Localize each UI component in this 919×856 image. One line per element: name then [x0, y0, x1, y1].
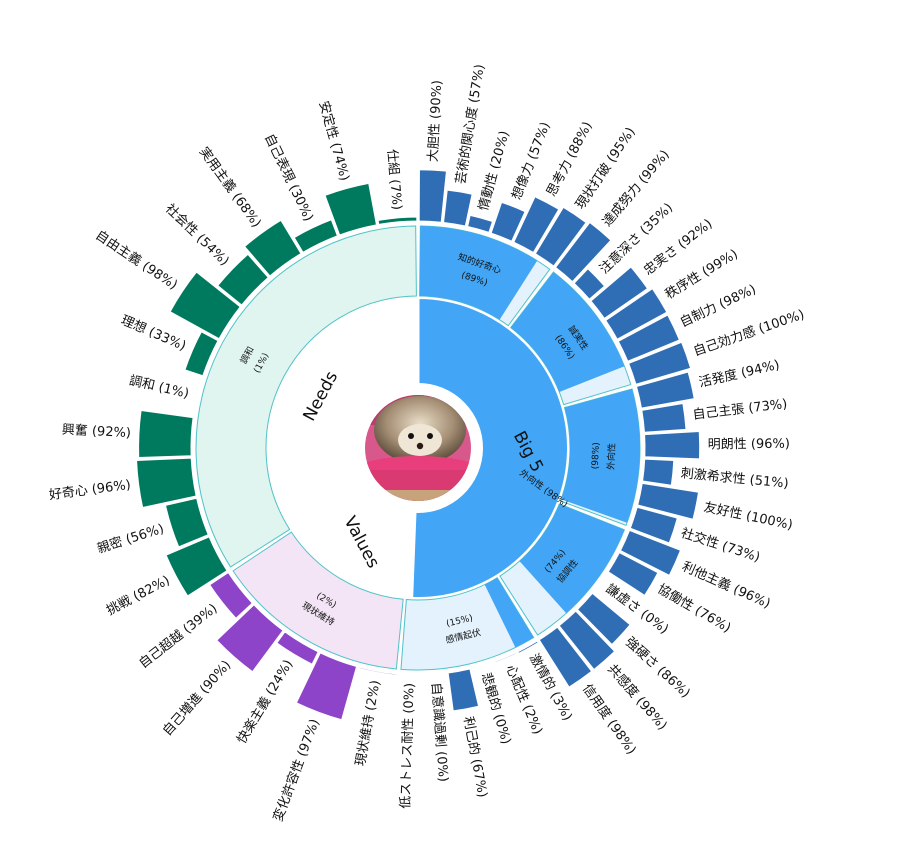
facet-bar-big5-4-3	[447, 668, 480, 712]
facet-label-values-0-4: 自己超越 (39%)	[136, 601, 220, 672]
facet-bar-big5-2-3	[642, 458, 675, 486]
facet-bar-big5-0-0	[418, 169, 447, 223]
facet-bar-big5-1-0	[554, 221, 612, 283]
facet-label-needs-0-1: 親密 (56%)	[95, 521, 166, 557]
facet-bar-values-0-4	[208, 571, 253, 619]
facet-bar-needs-0-10	[324, 182, 378, 236]
trait-fill-2	[561, 389, 640, 523]
facet-bar-big5-3-5	[538, 626, 593, 688]
facet-bar-needs-0-1	[164, 497, 209, 548]
facet-bar-needs-0-4	[191, 377, 203, 416]
facet-label-needs-0-7: 社会性 (54%)	[162, 201, 232, 269]
facet-bar-big5-2-0	[635, 371, 695, 409]
hedgehog-photo	[365, 395, 471, 501]
facet-label-big5-2-2: 明朗性 (96%)	[708, 437, 790, 453]
facet-label-big5-4-4: 自意識過剰 (0%)	[428, 682, 451, 783]
facet-label-needs-0-11: 仕組 (7%)	[384, 149, 404, 211]
facet-bar-big5-2-5	[629, 506, 678, 544]
sunburst-rings	[136, 169, 701, 721]
facet-bar-big5-1-1	[573, 268, 606, 300]
facet-bar-big5-1-3	[605, 287, 668, 340]
facet-bar-needs-0-2	[136, 457, 197, 509]
facet-bar-values-0-2	[276, 631, 319, 665]
facet-label-big5-0-1: 芸術的関心度 (57%)	[453, 63, 488, 185]
trait-bg-values-0	[232, 531, 404, 670]
facet-bar-needs-0-7	[217, 253, 269, 306]
facet-bar-big5-1-5	[628, 341, 692, 385]
facet-bar-big5-3-4	[558, 610, 616, 671]
facet-bar-big5-2-2	[644, 430, 701, 460]
facet-label-needs-0-9: 自己表現 (30%)	[261, 132, 316, 224]
facet-bar-big5-0-5	[534, 206, 587, 267]
facet-label-values-0-0: 現状維持 (2%)	[353, 679, 383, 767]
facet-label-needs-0-5: 理想 (33%)	[119, 312, 189, 354]
trait-bg-needs-0	[195, 225, 417, 568]
facet-bar-big5-1-4	[617, 314, 681, 362]
facet-bar-needs-0-11	[377, 216, 418, 225]
facet-bar-needs-0-6	[169, 271, 241, 340]
facet-label-big5-2-3: 刺激希求性 (51%)	[680, 466, 789, 491]
facet-label-big5-2-0: 活発度 (94%)	[697, 357, 781, 391]
facet-bar-big5-2-4	[637, 482, 700, 520]
facet-label-big5-2-1: 自己主張 (73%)	[692, 397, 788, 423]
facet-bar-needs-0-5	[184, 331, 219, 377]
facet-label-values-0-1: 変化許容性 (97%)	[270, 717, 323, 824]
facet-bar-needs-0-3	[138, 409, 194, 459]
trait-name-big5-2: 外向性	[605, 443, 618, 471]
trait-fill-1	[510, 272, 625, 393]
facet-label-big5-4-3: 利己的 (67%)	[460, 715, 491, 799]
facet-label-big5-2-4: 友好性 (100%)	[702, 499, 794, 533]
facet-label-values-0-3: 自己増進 (90%)	[160, 658, 234, 739]
facet-label-values-0-2: 快楽主義 (24%)	[234, 657, 297, 747]
facet-label-big5-4-5: 低ストレス耐性 (0%)	[398, 683, 417, 809]
facet-bar-big5-1-2	[590, 266, 649, 320]
facet-bar-big5-2-1	[641, 402, 687, 433]
facet-bar-values-0-3	[216, 604, 284, 673]
facet-bar-big5-3-1	[607, 552, 659, 597]
facet-bar-big5-0-4	[513, 196, 560, 254]
group-ring-big5	[411, 296, 569, 599]
facet-bar-big5-0-3	[490, 201, 526, 242]
facet-bar-needs-0-9	[293, 219, 339, 253]
facet-label-needs-0-0: 挑戦 (82%)	[104, 573, 172, 619]
facet-label-big5-0-0: 大胆性 (90%)	[426, 80, 445, 163]
facet-bar-big5-3-0	[619, 529, 682, 576]
facet-label-big5-2-5: 社交性 (73%)	[679, 525, 762, 566]
facet-label-needs-0-8: 実用主義 (68%)	[196, 144, 265, 230]
trait-fill-0	[419, 226, 538, 320]
group-ring-bg-values	[290, 476, 415, 600]
facet-bar-big5-3-3	[576, 592, 631, 646]
facet-label-needs-0-3: 興奮 (92%)	[61, 423, 131, 441]
group-ring-bg-needs	[266, 296, 420, 532]
facet-bar-big5-4-0	[517, 640, 539, 654]
facet-label-needs-0-6: 自由主義 (98%)	[92, 227, 180, 293]
facet-bar-big5-0-2	[467, 214, 494, 233]
facet-label-needs-0-10: 安定性 (74%)	[315, 100, 351, 183]
trait-fill-3	[519, 503, 625, 614]
trait-percent-big5-2: (98%)	[591, 442, 602, 469]
facet-bar-values-0-0	[357, 666, 398, 676]
facet-label-needs-0-2: 好奇心 (96%)	[48, 477, 132, 503]
facet-bar-big5-0-1	[443, 189, 473, 227]
facet-bar-values-0-1	[295, 652, 358, 721]
facet-label-needs-0-4: 調和 (1%)	[128, 373, 191, 401]
facet-bar-needs-0-0	[165, 536, 228, 597]
trait-fill-4	[484, 577, 534, 648]
facet-label-big5-0-2: 情動性 (20%)	[476, 129, 512, 212]
facet-bar-needs-0-8	[243, 219, 302, 277]
facet-bar-big5-4-1	[494, 652, 518, 664]
